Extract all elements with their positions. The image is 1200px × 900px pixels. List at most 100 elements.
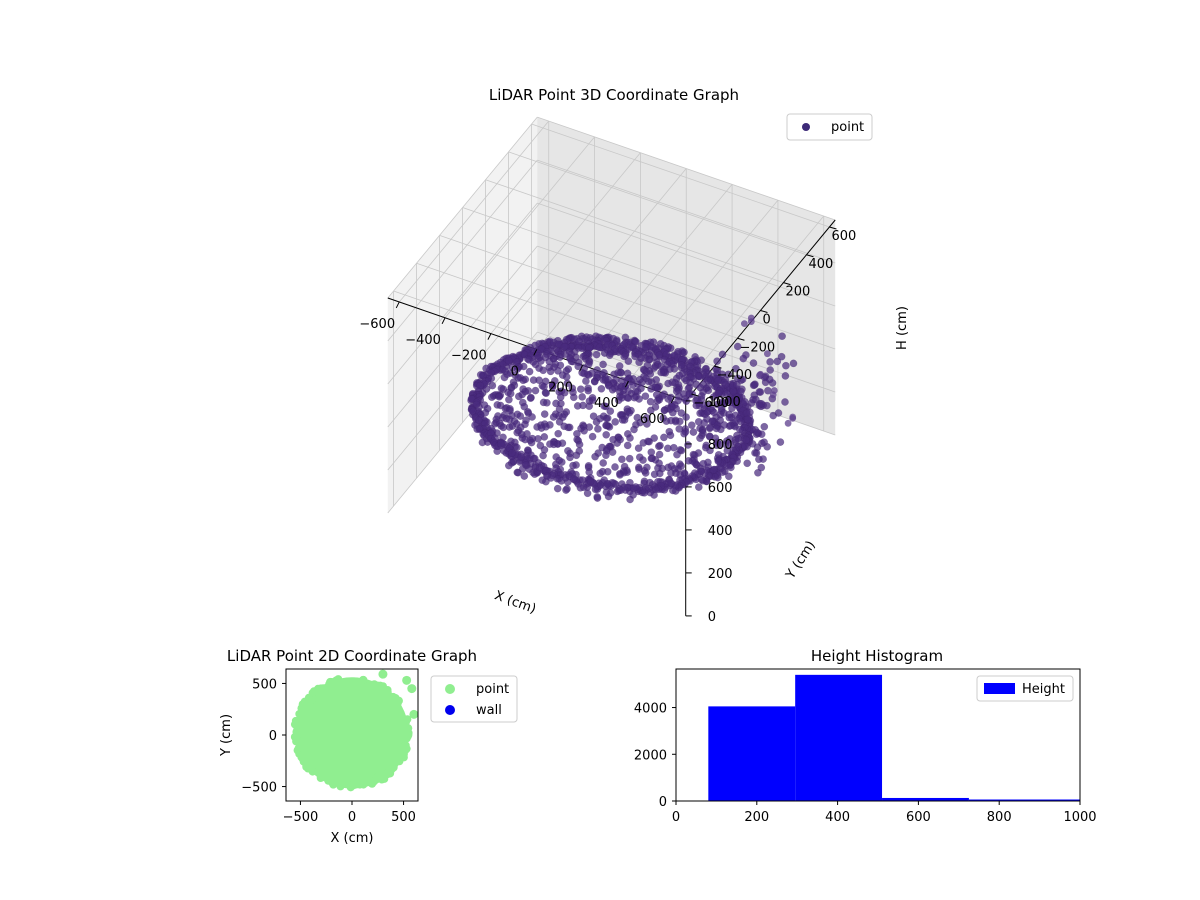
point-3d — [641, 392, 650, 401]
point-3d — [525, 367, 534, 376]
point-3d — [487, 393, 496, 402]
point-2d — [386, 769, 395, 778]
y-tick-label-histogram: 4000 — [634, 702, 667, 717]
point-2d — [294, 720, 303, 729]
point-3d — [472, 400, 481, 409]
point-3d — [641, 469, 650, 477]
point-3d — [673, 450, 681, 459]
legend-3d-marker — [802, 123, 810, 131]
point-2d — [319, 684, 328, 693]
point-3d — [724, 472, 733, 481]
histogram-bar — [968, 799, 1080, 801]
point-3d — [660, 406, 669, 415]
chart-histogram: Height Histogram 0 200 400 600 800 1000 0 2000 4… — [634, 647, 1097, 825]
h-tick-label-3d: 200 — [708, 567, 733, 582]
point-3d — [576, 385, 585, 394]
point-3d — [556, 353, 564, 362]
floor-gridline-y — [531, 123, 830, 228]
x-tick-3d — [579, 365, 584, 372]
point-3d — [573, 402, 582, 410]
point-2d — [345, 677, 354, 686]
point-3d — [662, 417, 671, 426]
point-3d — [467, 394, 476, 403]
point-3d — [476, 370, 485, 379]
y-tick-label-3d: 200 — [785, 285, 810, 300]
x-tick-3d — [395, 301, 400, 309]
histogram-legend-swatch — [984, 683, 1015, 694]
y-tick-label-2d: 500 — [252, 677, 277, 692]
point-3d — [700, 419, 709, 427]
legend-2d-point-marker — [445, 684, 455, 694]
x-tick-label-3d: 600 — [640, 412, 665, 427]
point-3d — [655, 351, 664, 360]
outlier-point-3d — [770, 387, 778, 394]
y-tick-3d — [691, 393, 699, 397]
point-3d — [520, 402, 529, 411]
point-3d — [694, 483, 703, 491]
point-3d — [576, 483, 585, 492]
point-3d — [590, 377, 599, 386]
point-3d — [684, 441, 692, 449]
point-3d — [563, 379, 572, 388]
point-3d — [680, 429, 688, 438]
point-3d — [553, 484, 562, 493]
point-3d — [600, 402, 609, 410]
point-3d — [725, 413, 734, 422]
point-3d — [557, 477, 566, 485]
point-2d — [390, 693, 399, 702]
back-gridline-h — [537, 116, 836, 221]
point-3d — [543, 398, 551, 407]
point-3d — [752, 395, 760, 404]
point-3d — [641, 343, 650, 352]
point-3d — [713, 357, 721, 366]
point-3d — [562, 486, 570, 494]
point-3d — [575, 440, 584, 449]
y-tick-label-3d: 400 — [808, 257, 833, 272]
point-2d — [297, 753, 306, 762]
point-3d — [569, 393, 578, 402]
point-3d — [749, 359, 758, 367]
point-3d — [582, 377, 590, 385]
point-3d — [726, 421, 735, 430]
point-2d — [376, 685, 385, 694]
point-2d — [346, 783, 355, 792]
back-gridline-h — [537, 245, 836, 350]
point-3d — [504, 356, 513, 365]
point-2d — [327, 682, 336, 691]
point-3d — [583, 489, 592, 498]
point-3d — [554, 367, 562, 375]
point-3d — [591, 452, 599, 461]
y-tick-3d — [760, 309, 768, 313]
point-3d — [500, 373, 509, 382]
left-gridline-h — [387, 288, 538, 471]
point-2d — [295, 709, 304, 718]
point-3d — [614, 396, 623, 405]
point-3d — [475, 416, 483, 425]
point-3d — [499, 423, 508, 432]
point-3d — [743, 415, 752, 424]
point-3d — [539, 366, 548, 375]
h-axis-label-3d: H (cm) — [895, 306, 910, 350]
point-3d — [613, 487, 622, 496]
point-3d — [528, 413, 536, 421]
point-3d — [592, 418, 601, 426]
point-3d — [588, 432, 597, 441]
point-3d — [611, 463, 619, 471]
x-tick-label-histogram: 800 — [987, 810, 1012, 825]
x-tick-label-histogram: 1000 — [1063, 810, 1096, 825]
point-3d — [677, 409, 686, 417]
point-3d — [599, 459, 608, 467]
point-3d — [584, 386, 593, 395]
point-3d — [520, 472, 529, 480]
point-3d — [543, 472, 551, 480]
point-3d — [682, 413, 690, 421]
h-tick-label-3d: 400 — [708, 524, 733, 539]
point-cloud-2d-body — [295, 677, 409, 789]
point-3d — [593, 494, 602, 502]
point-3d — [596, 469, 605, 478]
outlier-point-2d — [378, 669, 388, 679]
point-3d — [580, 369, 588, 378]
y-tick-label-histogram: 2000 — [634, 748, 667, 763]
x-tick-label-histogram: 600 — [906, 810, 931, 825]
